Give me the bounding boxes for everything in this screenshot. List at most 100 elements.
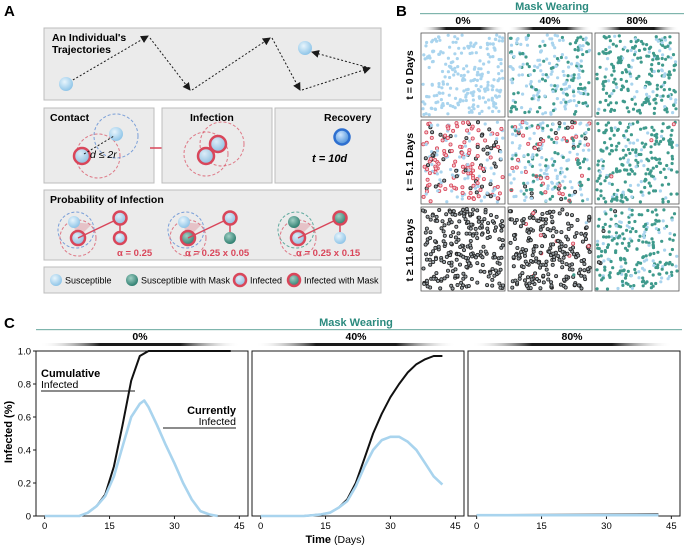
agent-dot — [636, 120, 640, 124]
agent-dot — [671, 238, 675, 242]
agent-dot — [465, 128, 470, 133]
agent-dot — [447, 93, 451, 97]
agent-dot — [578, 187, 583, 191]
agent-dot — [651, 259, 655, 263]
agent-dot — [433, 184, 438, 189]
agent-dot — [445, 135, 450, 140]
agent-dot — [532, 179, 536, 183]
agent-dot — [657, 157, 662, 161]
agent-dot — [479, 219, 484, 224]
agent-dot — [446, 56, 450, 60]
agent-dot — [664, 175, 668, 180]
agent-dot — [497, 109, 501, 113]
agent-dot — [634, 158, 638, 162]
agent-dot — [541, 126, 545, 130]
agent-dot — [639, 180, 643, 184]
agent-dot — [572, 273, 576, 277]
agent-dot — [492, 228, 497, 233]
agent-dot — [516, 157, 521, 162]
agent-dot — [544, 158, 548, 162]
agent-dot — [556, 254, 561, 259]
agent-dot — [539, 183, 543, 187]
agent-dot — [656, 266, 660, 270]
agent-dot — [622, 134, 626, 138]
agent-dot — [652, 111, 656, 115]
agent-dot — [464, 231, 469, 236]
agent-dot — [652, 189, 656, 193]
agent-dot — [453, 235, 458, 240]
agent-dot — [660, 239, 664, 243]
legend-infected: Infected — [250, 276, 282, 286]
agent-dot — [457, 219, 462, 224]
panel-c-charts: 0 15 30 45 0 0.2 0.4 0.6 0.8 1.0 0 15 30 45 0 15 30 45 — [18, 347, 681, 532]
agent-dot — [625, 248, 629, 252]
agent-dot — [560, 170, 564, 174]
agent-dot — [508, 209, 513, 214]
agent-dot — [627, 244, 631, 248]
agent-dot — [544, 73, 548, 77]
agent-dot — [552, 102, 556, 106]
agent-dot — [519, 189, 523, 193]
agent-dot — [545, 175, 550, 180]
agent-dot — [489, 166, 493, 170]
agent-dot — [560, 192, 565, 197]
agent-dot — [490, 98, 494, 102]
agent-dot — [544, 267, 549, 272]
agent-dot — [646, 131, 650, 135]
agent-dot — [650, 125, 654, 129]
agent-dot — [428, 235, 433, 240]
agent-dot — [513, 129, 518, 133]
agent-dot — [439, 98, 443, 102]
agent-dot — [443, 133, 448, 138]
agent-dot — [491, 84, 495, 89]
agent-dot — [428, 156, 433, 161]
agent-dot — [615, 85, 619, 89]
agent-dot — [675, 170, 679, 174]
agent-dot — [651, 90, 655, 94]
agent-dot — [595, 243, 600, 247]
agent-dot — [558, 248, 563, 253]
agent-dot — [475, 78, 479, 82]
agent-dot — [629, 74, 633, 78]
agent-dot — [528, 137, 532, 141]
agent-dot — [490, 88, 494, 92]
agent-dot — [622, 237, 626, 241]
agent-dot — [595, 188, 599, 192]
agent-dot — [536, 58, 540, 62]
agent-dot — [443, 153, 448, 158]
agent-dot — [601, 228, 606, 233]
agent-dot — [614, 249, 618, 253]
agent-dot — [549, 112, 553, 116]
agent-dot — [454, 134, 458, 138]
agent-dot — [492, 104, 496, 108]
agent-dot — [562, 252, 567, 257]
probability-scenario-1: α = 0.25 — [57, 210, 153, 259]
trajectories-title-2: Trajectories — [52, 44, 111, 56]
agent-dot — [498, 35, 502, 39]
agent-dot — [560, 53, 565, 57]
agent-dot — [650, 237, 654, 241]
agent-dot — [477, 67, 481, 71]
agent-dot — [509, 181, 513, 185]
agent-dot — [458, 100, 462, 104]
agent-dot — [659, 134, 664, 138]
agent-dot — [527, 110, 531, 114]
agent-dot — [674, 98, 678, 102]
agent-dot — [578, 122, 582, 126]
agent-dot — [561, 179, 565, 183]
agent-dot — [604, 98, 608, 103]
agent-dot — [604, 51, 608, 56]
agent-dot — [512, 177, 516, 181]
agent-dot — [608, 137, 612, 141]
agent-dot — [438, 178, 442, 182]
agent-dot — [615, 144, 619, 148]
agent-dot — [553, 151, 557, 155]
agent-dot — [510, 285, 515, 290]
agent-dot — [535, 125, 540, 130]
agent-dot — [441, 103, 445, 108]
agent-dot — [532, 69, 536, 73]
agent-dot — [546, 187, 550, 191]
agent-dot — [482, 62, 486, 66]
agent-dot — [598, 273, 602, 277]
agent-dot — [620, 193, 624, 197]
